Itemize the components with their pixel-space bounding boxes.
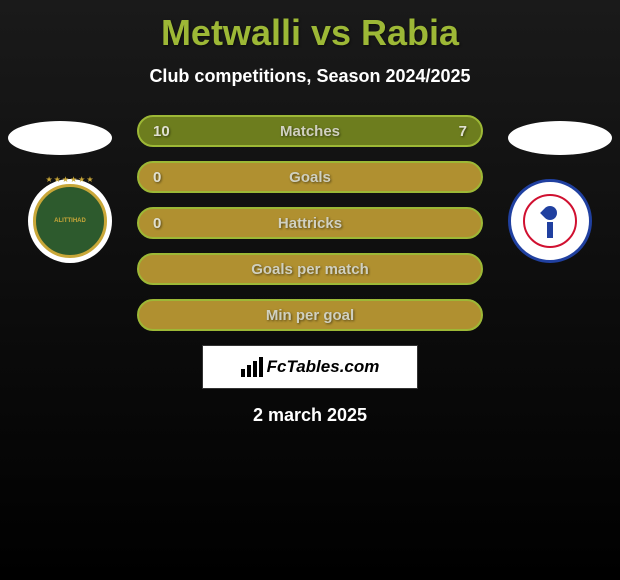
stat-label: Hattricks	[278, 215, 342, 232]
stat-value-left: 0	[153, 169, 161, 186]
club-badge-left-inner: ★★★★★★ ALITTIHAD	[33, 184, 107, 258]
club-left-label: ALITTIHAD	[54, 218, 86, 225]
player-avatar-left	[8, 121, 112, 155]
stat-row-goals: 0 Goals	[137, 161, 483, 193]
stat-row-hattricks: 0 Hattricks	[137, 207, 483, 239]
club-stars-icon: ★★★★★★	[45, 175, 94, 184]
brand-text: FcTables.com	[267, 357, 380, 377]
stat-label: Matches	[280, 123, 340, 140]
page-title: Metwalli vs Rabia	[0, 0, 620, 54]
stat-value-left: 10	[153, 123, 170, 140]
subtitle: Club competitions, Season 2024/2025	[0, 66, 620, 87]
club-badge-left: ★★★★★★ ALITTIHAD	[28, 179, 112, 263]
stat-label: Goals per match	[251, 261, 369, 278]
torch-icon	[540, 206, 560, 236]
stat-row-matches: 10 Matches 7	[137, 115, 483, 147]
stat-value-left: 0	[153, 215, 161, 232]
player-avatar-right	[508, 121, 612, 155]
club-badge-right-inner	[523, 194, 577, 248]
stat-value-right: 7	[459, 123, 467, 140]
stat-row-goals-per-match: Goals per match	[137, 253, 483, 285]
brand-box[interactable]: FcTables.com	[202, 345, 418, 389]
stat-label: Min per goal	[266, 307, 354, 324]
date-label: 2 march 2025	[0, 405, 620, 426]
bar-chart-icon	[241, 357, 263, 377]
stat-label: Goals	[289, 169, 331, 186]
club-badge-right	[508, 179, 592, 263]
stat-row-min-per-goal: Min per goal	[137, 299, 483, 331]
